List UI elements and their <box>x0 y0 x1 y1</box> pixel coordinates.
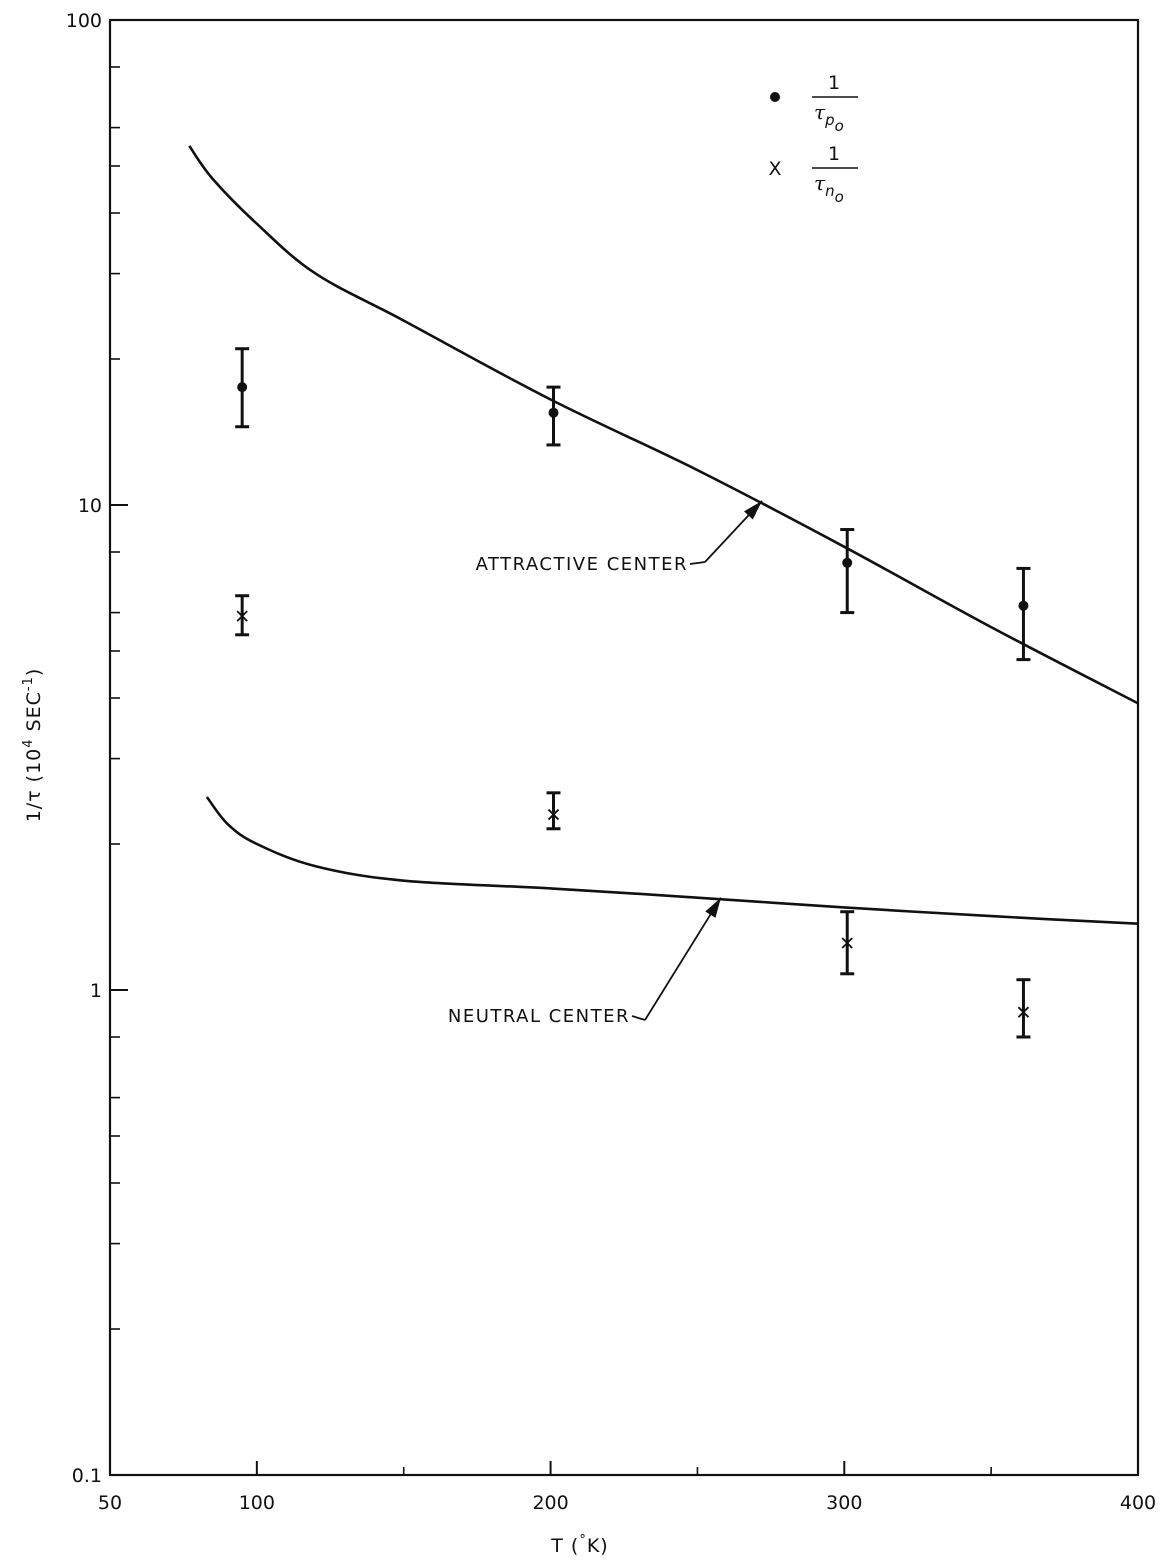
attractive-center-label: ATTRACTIVE CENTER <box>476 554 688 575</box>
tau-n-point <box>840 910 855 976</box>
annotation-leader <box>631 1015 646 1021</box>
y-tick-label: 0.1 <box>72 1465 102 1487</box>
x-tick-label: 200 <box>532 1492 568 1514</box>
x-marker-stroke <box>841 937 853 949</box>
x-axis-ticks: 50 100 200 300 400 <box>98 1461 1156 1514</box>
dot-marker <box>842 557 853 568</box>
x-marker-stroke <box>236 610 248 622</box>
annotation-arrow-line <box>644 897 722 1021</box>
tau-p-point <box>546 385 561 447</box>
tau-n-point <box>546 791 561 831</box>
legend-dot-marker <box>770 92 780 102</box>
legend-subscript: n <box>825 182 835 200</box>
dot-marker <box>1018 600 1029 611</box>
tau-n-point <box>1016 978 1031 1039</box>
x-tick-label: 300 <box>826 1492 862 1514</box>
annotation-leader <box>689 561 706 565</box>
legend-subsubscript: o <box>835 117 844 135</box>
x-marker-stroke <box>1017 1006 1030 1018</box>
x-marker-stroke <box>547 808 560 821</box>
x-tick-label: 400 <box>1120 1492 1156 1514</box>
legend-subsubscript: o <box>835 188 844 206</box>
data-points <box>235 347 1031 1039</box>
y-tick-label: 10 <box>78 495 102 517</box>
legend-subscript: p <box>824 111 835 129</box>
legend: 1 τpo X 1 τno <box>768 72 858 206</box>
legend-entry: 1 τpo <box>770 72 858 135</box>
legend-entry: X 1 τno <box>768 143 858 206</box>
plot-frame <box>108 18 1140 1477</box>
dot-marker <box>237 382 248 393</box>
legend-denominator: τpo <box>814 100 844 135</box>
tau-p-point <box>1016 566 1031 662</box>
neutral-center-curve <box>205 796 1139 925</box>
tau-p-point <box>840 528 855 615</box>
theory-curves <box>188 145 1139 925</box>
arrow-head-icon <box>705 897 721 918</box>
dot-marker <box>548 407 559 418</box>
arrow-head-icon <box>744 500 763 520</box>
attractive-center-curve <box>188 145 1139 705</box>
curve-annotations: ATTRACTIVE CENTER NEUTRAL CENTER <box>448 500 763 1027</box>
legend-numerator: 1 <box>828 72 840 94</box>
neutral-center-label: NEUTRAL CENTER <box>448 1006 630 1027</box>
tau-n-point <box>235 594 250 637</box>
legend-numerator: 1 <box>828 143 840 165</box>
x-axis-title: T (°K) <box>550 1533 608 1557</box>
x-tick-label: 100 <box>239 1492 275 1514</box>
legend-denominator: τno <box>814 171 844 206</box>
x-tick-label: 50 <box>98 1492 122 1514</box>
legend-x-marker: X <box>768 158 781 180</box>
tau-p-point <box>235 347 250 429</box>
y-tick-label: 1 <box>90 980 102 1002</box>
y-axis-title: 1/τ (104 SEC-1) <box>21 668 45 823</box>
y-axis-ticks: 0.1 1 10 100 <box>66 10 128 1487</box>
y-tick-label: 100 <box>66 10 102 32</box>
